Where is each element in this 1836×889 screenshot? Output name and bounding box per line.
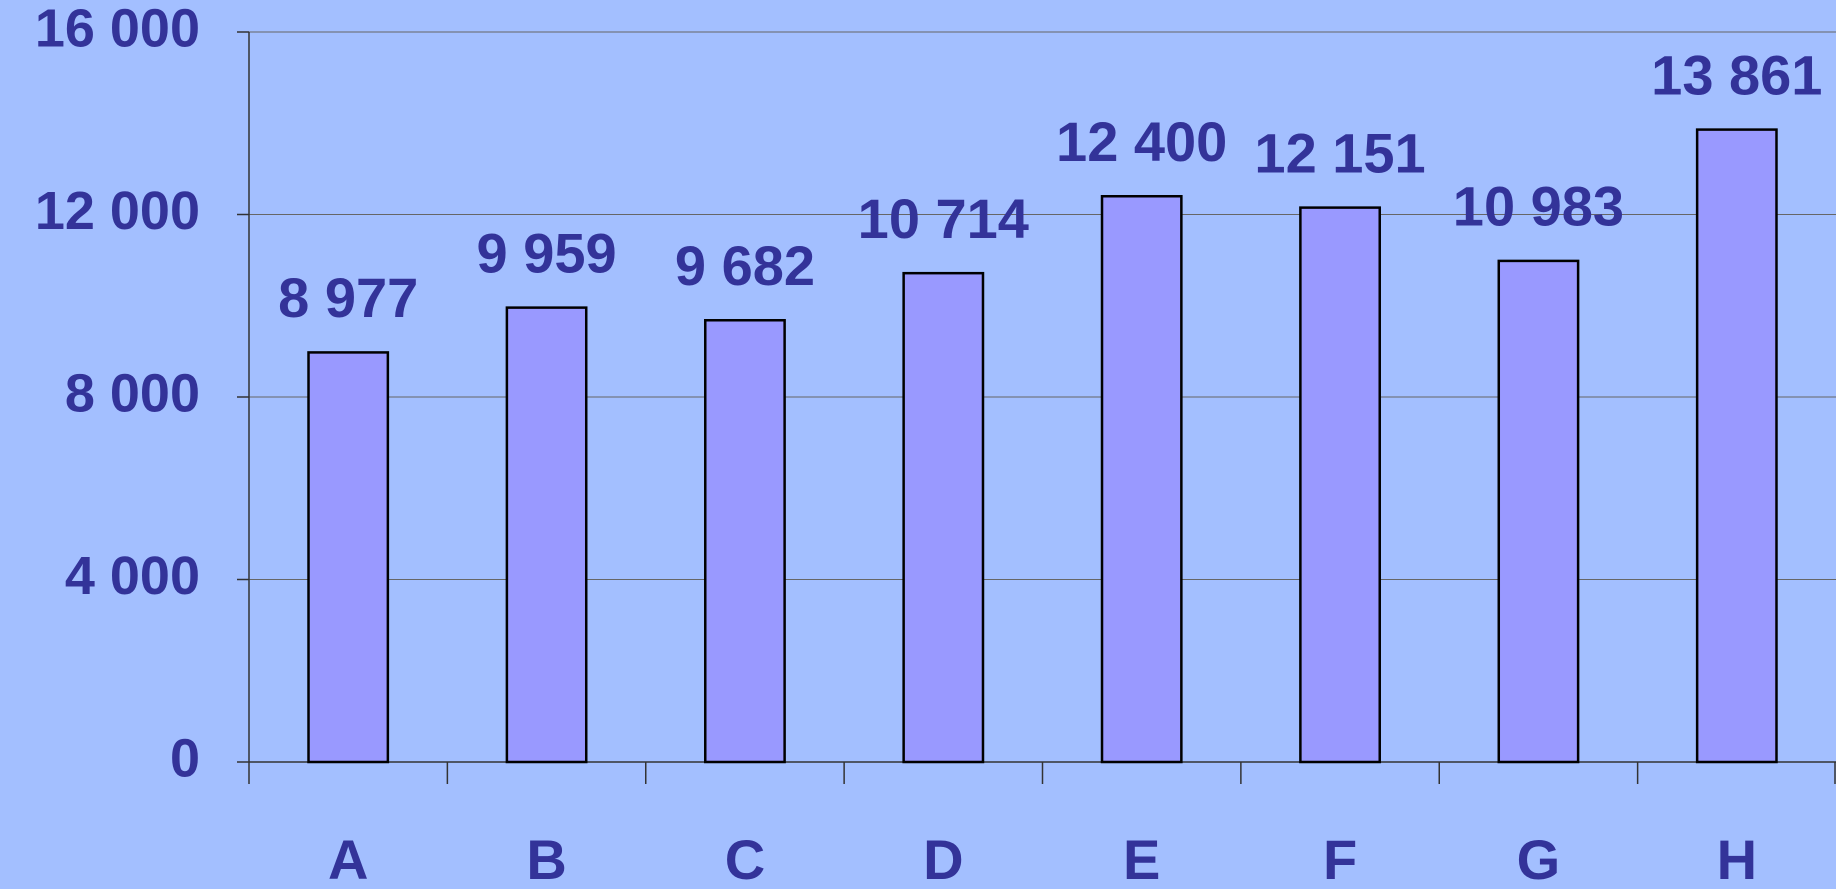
y-tick-label: 4 000: [65, 546, 200, 606]
x-tick-label: D: [923, 828, 963, 889]
x-tick-label: H: [1717, 828, 1757, 889]
x-tick-label: B: [526, 828, 566, 889]
value-label: 13 861: [1651, 43, 1822, 106]
x-tick-label: E: [1123, 828, 1160, 889]
bar: [1100, 195, 1183, 764]
value-label: 10 983: [1453, 175, 1624, 238]
y-tick-label: 16 000: [35, 0, 200, 58]
bar: [505, 306, 588, 764]
bar: [902, 271, 985, 764]
y-tick-label: 8 000: [65, 363, 200, 423]
bar: [1299, 206, 1381, 764]
value-label: 9 682: [675, 234, 815, 297]
bar: [1497, 259, 1580, 764]
value-label: 8 977: [278, 266, 418, 329]
x-tick-label: G: [1517, 828, 1561, 889]
bar: [307, 351, 390, 764]
y-tick-label: 0: [170, 728, 200, 788]
y-tick-label: 12 000: [35, 181, 200, 241]
value-label: 9 959: [476, 221, 616, 284]
x-tick-label: A: [328, 828, 368, 889]
value-label: 10 714: [858, 187, 1029, 250]
bar: [704, 319, 786, 764]
value-label: 12 400: [1056, 110, 1227, 173]
bar: [1695, 128, 1778, 764]
value-label: 12 151: [1254, 121, 1425, 184]
x-tick-label: C: [725, 828, 765, 889]
x-tick-label: F: [1323, 828, 1357, 889]
